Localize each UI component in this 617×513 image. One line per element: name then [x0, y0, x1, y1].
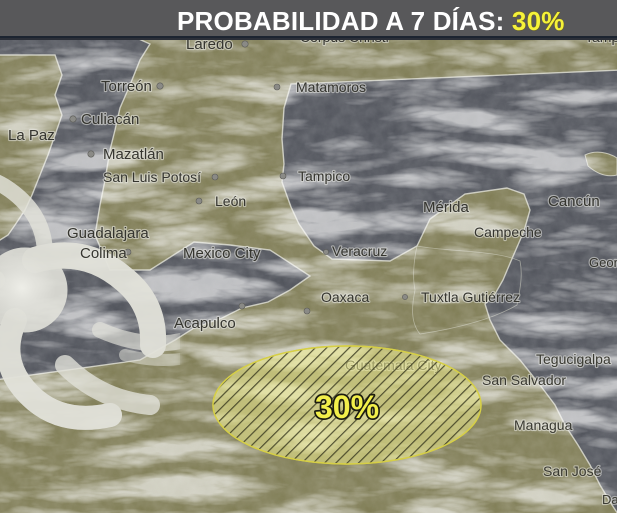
svg-text:Matamoros: Matamoros — [296, 79, 366, 95]
svg-text:Laredo: Laredo — [186, 40, 233, 53]
svg-text:Mérida: Mérida — [423, 199, 470, 216]
svg-text:Acapulco: Acapulco — [174, 315, 236, 332]
svg-text:Mazatlán: Mazatlán — [103, 146, 164, 163]
svg-text:Tuxtla Gutiérrez: Tuxtla Gutiérrez — [421, 289, 520, 305]
svg-text:David: David — [602, 492, 617, 507]
svg-text:Tampa: Tampa — [585, 40, 617, 45]
svg-text:Tegucigalpa: Tegucigalpa — [536, 351, 611, 367]
svg-text:León: León — [215, 193, 246, 209]
svg-text:George T: George T — [589, 255, 617, 270]
svg-text:Culiacán: Culiacán — [81, 111, 139, 128]
svg-text:30%: 30% — [315, 389, 379, 425]
svg-text:Cancún: Cancún — [548, 193, 600, 210]
svg-text:San José: San José — [543, 463, 602, 479]
svg-text:Oaxaca: Oaxaca — [321, 289, 369, 305]
svg-text:Corpus Christi: Corpus Christi — [300, 40, 389, 45]
svg-text:Managua: Managua — [514, 417, 573, 433]
svg-text:Guadalajara: Guadalajara — [67, 225, 149, 242]
svg-text:Mexico City: Mexico City — [183, 245, 261, 262]
svg-text:Campeche: Campeche — [474, 224, 542, 240]
svg-text:La Paz: La Paz — [8, 127, 55, 144]
svg-text:Veracruz: Veracruz — [332, 243, 387, 259]
svg-text:San Salvador: San Salvador — [482, 372, 566, 388]
svg-text:San Luis Potosí: San Luis Potosí — [103, 169, 201, 185]
svg-text:Tampico: Tampico — [298, 168, 350, 184]
svg-text:Torreón: Torreón — [101, 78, 152, 95]
svg-text:Colima: Colima — [80, 245, 127, 262]
